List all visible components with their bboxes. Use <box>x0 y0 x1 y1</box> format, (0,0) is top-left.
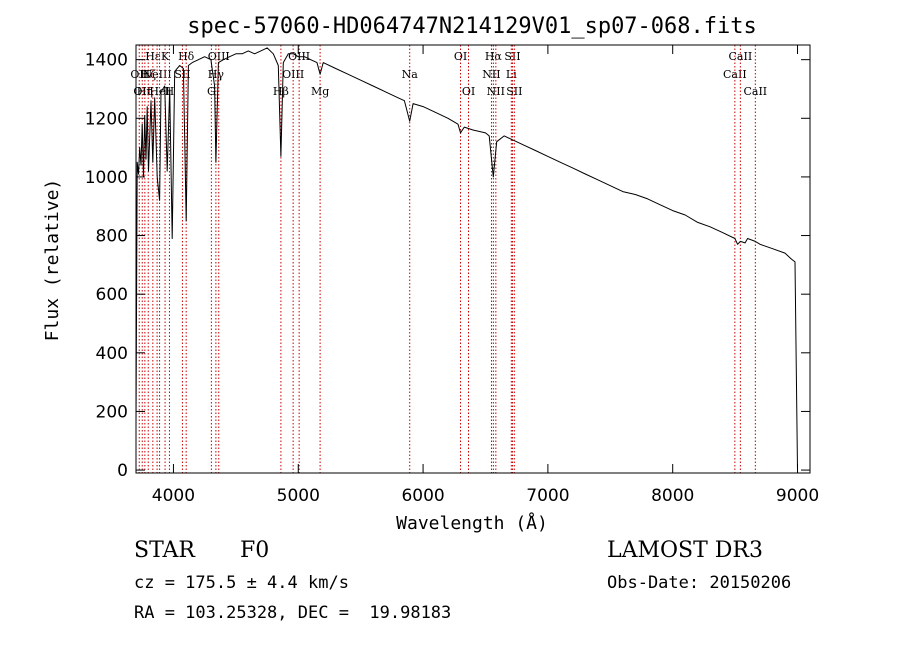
line-marker-label-19: OI <box>454 50 467 63</box>
line-marker-label-14: Hβ <box>273 85 289 98</box>
spectrum-chart: spec-57060-HD064747N214129V01_sp07-068.f… <box>42 14 819 534</box>
object-class: STAR <box>134 538 195 563</box>
line-marker-label-17: Mg <box>311 85 329 98</box>
y-tick-label-1: 200 <box>96 402 128 422</box>
x-tick-label-2: 6000 <box>401 486 444 506</box>
y-axis-label: Flux (relative) <box>42 179 63 342</box>
line-marker-label-18: Na <box>402 68 419 81</box>
redshift-cz: cz = 175.5 ± 4.4 km/s <box>134 573 349 593</box>
line-marker-label-15: OIII <box>282 68 304 81</box>
line-marker-label-12: Hγ <box>208 68 225 81</box>
x-axis-label: Wavelength (Å) <box>396 512 548 534</box>
y-tick-label-4: 800 <box>96 227 128 247</box>
line-marker-label-23: NII <box>487 85 505 98</box>
y-tick-label-0: 0 <box>117 461 128 481</box>
axis-ticks: 4000 5000 6000 7000 8000 9000 0 200 400 600 800 100… <box>85 45 819 506</box>
y-tick-label-3: 600 <box>96 285 128 305</box>
line-marker-label-22: Hα <box>485 50 503 63</box>
line-marker-label-1: OII <box>133 85 151 98</box>
line-marker-label-27: CaII <box>723 68 747 81</box>
x-tick-label-1: 5000 <box>277 486 320 506</box>
line-marker-label-20: OI <box>462 85 475 98</box>
line-marker-label-24: Li <box>506 68 517 81</box>
ra-dec: RA = 103.25328, DEC = 19.98183 <box>134 603 452 623</box>
line-marker-label-2: Hη <box>137 85 153 98</box>
object-subclass: F0 <box>240 538 270 563</box>
y-tick-label-7: 1400 <box>85 51 128 71</box>
line-marker-label-3: Hζ <box>140 68 156 81</box>
x-tick-label-5: 9000 <box>776 486 819 506</box>
line-marker-label-28: CaII <box>729 50 753 63</box>
line-marker-label-7: K <box>161 50 170 63</box>
line-marker-label-26: SII <box>506 85 522 98</box>
line-marker-label-5: NeIII <box>143 68 172 81</box>
obs-date: Obs-Date: 20150206 <box>607 573 792 593</box>
y-tick-label-2: 400 <box>96 344 128 364</box>
x-tick-label-4: 8000 <box>651 486 694 506</box>
chart-title: spec-57060-HD064747N214129V01_sp07-068.f… <box>187 14 757 39</box>
line-markers: OIIOIIHηHζHεNeIIIHeIKHSIIHδGHγOIIIHβOIII… <box>130 45 767 473</box>
line-marker-label-11: G <box>207 85 216 98</box>
survey-name: LAMOST DR3 <box>607 538 763 563</box>
line-marker-label-29: CaII <box>743 85 767 98</box>
series-line-0 <box>135 47 798 471</box>
y-tick-label-5: 1000 <box>85 168 128 188</box>
line-marker-label-25: SII <box>504 50 520 63</box>
y-tick-label-6: 1200 <box>85 109 128 129</box>
series-layer <box>135 47 798 471</box>
line-marker-label-0: OII <box>130 68 148 81</box>
x-tick-label-0: 4000 <box>152 486 195 506</box>
plot-frame <box>135 44 811 474</box>
line-marker-label-10: Hδ <box>178 50 195 63</box>
line-marker-label-21: NII <box>482 68 500 81</box>
line-marker-label-4: Hε <box>145 50 161 63</box>
x-tick-label-3: 7000 <box>526 486 569 506</box>
